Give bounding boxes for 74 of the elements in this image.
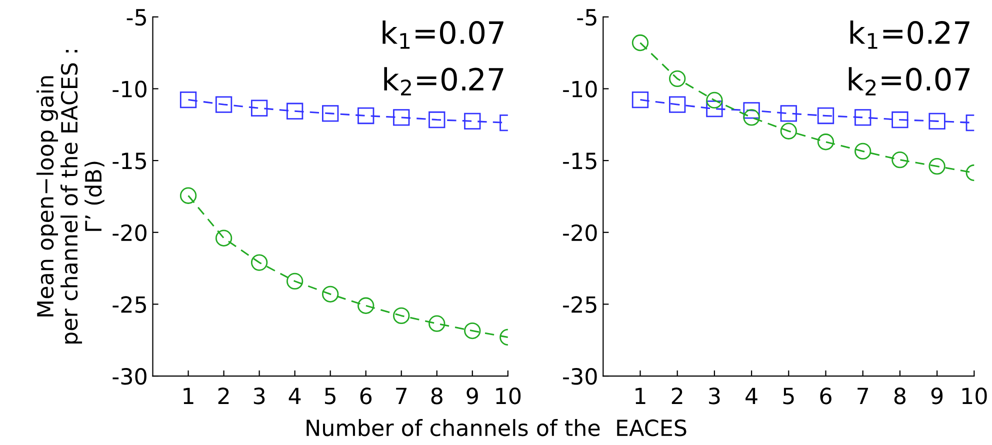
x-tick-label: 5 [783, 388, 794, 404]
point [322, 286, 339, 302]
y-tick-label: -30 [112, 368, 146, 385]
y-tick-label: -15 [112, 152, 146, 170]
x-tick-label: 8 [431, 388, 442, 404]
point [928, 158, 946, 175]
y-tick-label: -20 [112, 224, 146, 242]
y-tick-label: -5 [126, 9, 146, 26]
y-tick-label: -20 [563, 224, 597, 242]
point [180, 91, 197, 108]
x-tick-label: 10 [496, 388, 521, 404]
annotation: k$_{1}$=0.07 [382, 20, 504, 49]
y-tick-label: -15 [563, 152, 596, 170]
point [180, 187, 197, 204]
point [854, 142, 872, 160]
x-tick-label: 3 [709, 388, 720, 404]
x-tick-label: 2 [672, 388, 682, 404]
annotation: k$_{2}$=0.07 [848, 67, 970, 96]
x-tick-label: 6 [360, 388, 372, 404]
x-axis-title: Number of channels of the EACES [306, 419, 686, 436]
point [322, 105, 339, 122]
point [464, 322, 481, 340]
point [358, 107, 374, 124]
point [632, 34, 649, 52]
x-tick-label: 9 [931, 388, 943, 404]
point [464, 112, 481, 130]
point [286, 102, 304, 120]
point [215, 230, 232, 246]
y-tick-label: -10 [563, 80, 597, 98]
x-tick-label: 9 [466, 388, 478, 404]
x-tick-label: 6 [820, 388, 832, 404]
point [892, 111, 908, 128]
point [706, 100, 723, 118]
point [632, 91, 649, 108]
point [780, 122, 797, 140]
y-tick-label: -10 [112, 80, 146, 98]
point [854, 109, 872, 126]
x-tick-label: 7 [858, 388, 868, 404]
y-tick-label: -25 [563, 296, 596, 313]
point [250, 100, 268, 116]
y-axis-title: Mean open−loop gain per channel of the EACES : Γ’ (dB) [36, 50, 104, 344]
x-tick-label: 4 [288, 388, 301, 404]
point [250, 254, 268, 271]
y-tick-label: -25 [112, 296, 146, 313]
point [428, 315, 446, 332]
point [743, 109, 760, 126]
y-tick-label: -5 [577, 9, 596, 26]
point [817, 107, 834, 124]
x-tick-label: 5 [324, 388, 336, 404]
point [669, 70, 686, 88]
point [393, 109, 410, 126]
point [743, 102, 760, 119]
x-tick-label: 8 [894, 388, 906, 404]
point [892, 152, 908, 168]
point [358, 297, 374, 314]
x-tick-label: 7 [396, 388, 407, 404]
x-tick-label: 4 [746, 388, 758, 404]
point [669, 96, 686, 113]
x-tick-label: 10 [962, 388, 987, 404]
x-tick-label: 1 [636, 388, 646, 404]
point [428, 111, 446, 128]
point [928, 112, 946, 130]
point [817, 134, 834, 150]
point [780, 105, 797, 122]
point [393, 307, 410, 324]
x-tick-label: 2 [218, 388, 229, 404]
point [706, 92, 723, 109]
x-tick-label: 3 [254, 388, 265, 404]
point [215, 96, 232, 113]
y-tick-label: -30 [563, 368, 597, 385]
annotation: k$_{2}$=0.27 [384, 67, 504, 96]
annotation: k$_{1}$=0.27 [850, 20, 970, 49]
x-tick-label: 1 [184, 388, 194, 404]
point [286, 272, 304, 290]
